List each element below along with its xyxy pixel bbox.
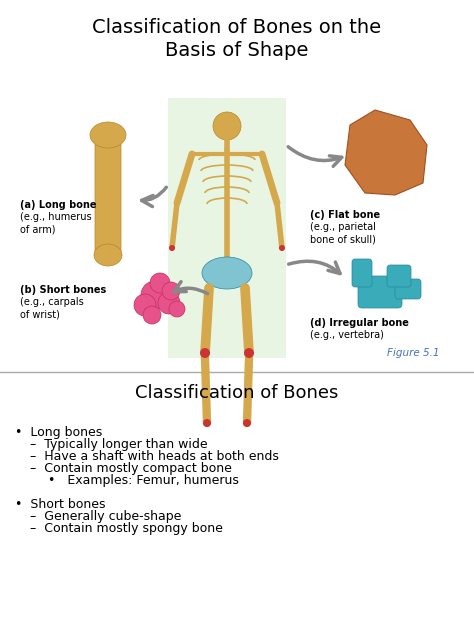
Circle shape	[279, 245, 285, 251]
FancyBboxPatch shape	[395, 279, 421, 299]
Text: (e.g., parietal
bone of skull): (e.g., parietal bone of skull)	[310, 222, 376, 245]
Ellipse shape	[202, 257, 252, 289]
Circle shape	[244, 348, 254, 358]
Circle shape	[169, 301, 185, 317]
Text: (c) Flat bone: (c) Flat bone	[310, 210, 380, 220]
Ellipse shape	[94, 244, 122, 266]
Circle shape	[158, 292, 180, 314]
Text: –  Contain mostly compact bone: – Contain mostly compact bone	[30, 462, 232, 475]
Text: (b) Short bones: (b) Short bones	[20, 285, 106, 295]
Text: Classification of Bones on the
Basis of Shape: Classification of Bones on the Basis of …	[92, 18, 382, 61]
Text: •   Examples: Femur, humerus: • Examples: Femur, humerus	[48, 474, 239, 487]
Circle shape	[134, 294, 156, 316]
Text: (e.g., humerus
of arm): (e.g., humerus of arm)	[20, 212, 91, 234]
Text: –  Have a shaft with heads at both ends: – Have a shaft with heads at both ends	[30, 450, 279, 463]
Circle shape	[143, 306, 161, 324]
Text: Classification of Bones: Classification of Bones	[135, 384, 339, 402]
Circle shape	[203, 419, 211, 427]
FancyBboxPatch shape	[95, 137, 121, 253]
Text: (a) Long bone: (a) Long bone	[20, 200, 97, 210]
Text: (d) Irregular bone: (d) Irregular bone	[310, 318, 409, 328]
Circle shape	[213, 112, 241, 140]
Text: (e.g., carpals
of wrist): (e.g., carpals of wrist)	[20, 297, 84, 319]
Text: •  Long bones: • Long bones	[15, 426, 102, 439]
Text: •  Short bones: • Short bones	[15, 498, 106, 511]
Text: (e.g., vertebra): (e.g., vertebra)	[310, 330, 384, 340]
FancyBboxPatch shape	[387, 265, 411, 287]
Circle shape	[200, 348, 210, 358]
FancyBboxPatch shape	[358, 276, 402, 308]
Circle shape	[169, 245, 175, 251]
Text: –  Typically longer than wide: – Typically longer than wide	[30, 438, 208, 451]
Ellipse shape	[90, 122, 126, 148]
Polygon shape	[345, 110, 427, 195]
Circle shape	[141, 281, 169, 309]
Text: Figure 5.1: Figure 5.1	[388, 348, 440, 358]
FancyBboxPatch shape	[352, 259, 372, 287]
Circle shape	[243, 419, 251, 427]
Text: –  Generally cube-shape: – Generally cube-shape	[30, 510, 182, 523]
Text: –  Contain mostly spongy bone: – Contain mostly spongy bone	[30, 522, 223, 535]
FancyBboxPatch shape	[168, 98, 286, 358]
Circle shape	[150, 273, 170, 293]
Circle shape	[162, 282, 180, 300]
